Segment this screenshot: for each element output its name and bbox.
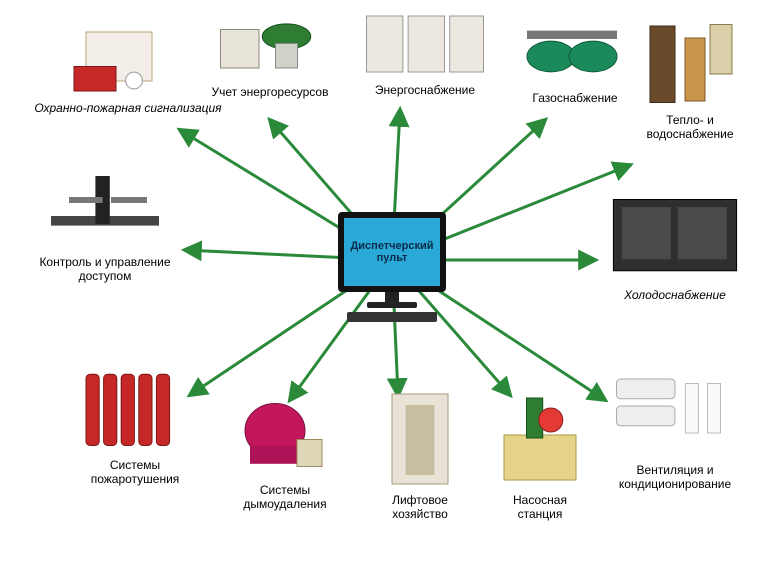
keyboard-icon — [347, 312, 437, 322]
node-power_supply: Энергоснабжение — [340, 10, 510, 98]
node-elevator: Лифтовое хозяйство — [350, 390, 490, 522]
access-label: Контроль и управление доступом — [10, 256, 200, 284]
fire_alarm-icon — [68, 28, 188, 98]
gas_supply-illustration — [515, 18, 635, 88]
energy_meter-icon — [215, 12, 325, 82]
fire_alarm-illustration — [68, 28, 188, 98]
access-icon — [45, 172, 165, 252]
energy_meter-label: Учет энергоресурсов — [180, 86, 360, 100]
smoke-label: Системы дымоудаления — [210, 484, 360, 512]
gas_supply-icon — [515, 18, 635, 88]
hvac-icon — [610, 370, 740, 460]
center-label: Диспетчерский пульт — [350, 240, 433, 264]
node-smoke: Системы дымоудаления — [210, 390, 360, 512]
energy_meter-illustration — [215, 12, 325, 82]
fire_ext-illustration — [80, 360, 190, 455]
monitor-icon: Диспетчерский пульт — [338, 212, 446, 292]
pump-label: Насосная станция — [470, 494, 610, 522]
node-hvac: Вентиляция и кондиционирование — [590, 370, 760, 492]
smoke-illustration — [235, 390, 335, 480]
access-illustration — [45, 172, 165, 252]
node-heat_water: Тепло- и водоснабжение — [620, 20, 760, 142]
elevator-icon — [380, 390, 460, 490]
fire_alarm-label: Охранно-пожарная сигнализация — [18, 102, 238, 116]
node-access: Контроль и управление доступом — [10, 172, 200, 284]
cooling-label: Холодоснабжение — [590, 289, 760, 303]
heat_water-icon — [640, 20, 740, 110]
power_supply-icon — [360, 10, 490, 80]
node-cooling: Холодоснабжение — [590, 190, 760, 303]
heat_water-illustration — [640, 20, 740, 110]
cooling-illustration — [605, 190, 745, 285]
pump-illustration — [495, 390, 585, 490]
power_supply-illustration — [360, 10, 490, 80]
pump-icon — [495, 390, 585, 490]
node-fire_ext: Системы пожаротушения — [60, 360, 210, 487]
node-pump: Насосная станция — [470, 390, 610, 522]
power_supply-label: Энергоснабжение — [340, 84, 510, 98]
fire_ext-label: Системы пожаротушения — [60, 459, 210, 487]
hvac-label: Вентиляция и кондиционирование — [590, 464, 760, 492]
heat_water-label: Тепло- и водоснабжение — [620, 114, 760, 142]
elevator-label: Лифтовое хозяйство — [350, 494, 490, 522]
smoke-icon — [235, 390, 335, 480]
cooling-icon — [605, 190, 745, 285]
hvac-illustration — [610, 370, 740, 460]
node-energy_meter: Учет энергоресурсов — [180, 12, 360, 100]
fire_ext-icon — [80, 360, 190, 455]
elevator-illustration — [380, 390, 460, 490]
center-dispatcher-console: Диспетчерский пульт — [332, 212, 452, 322]
